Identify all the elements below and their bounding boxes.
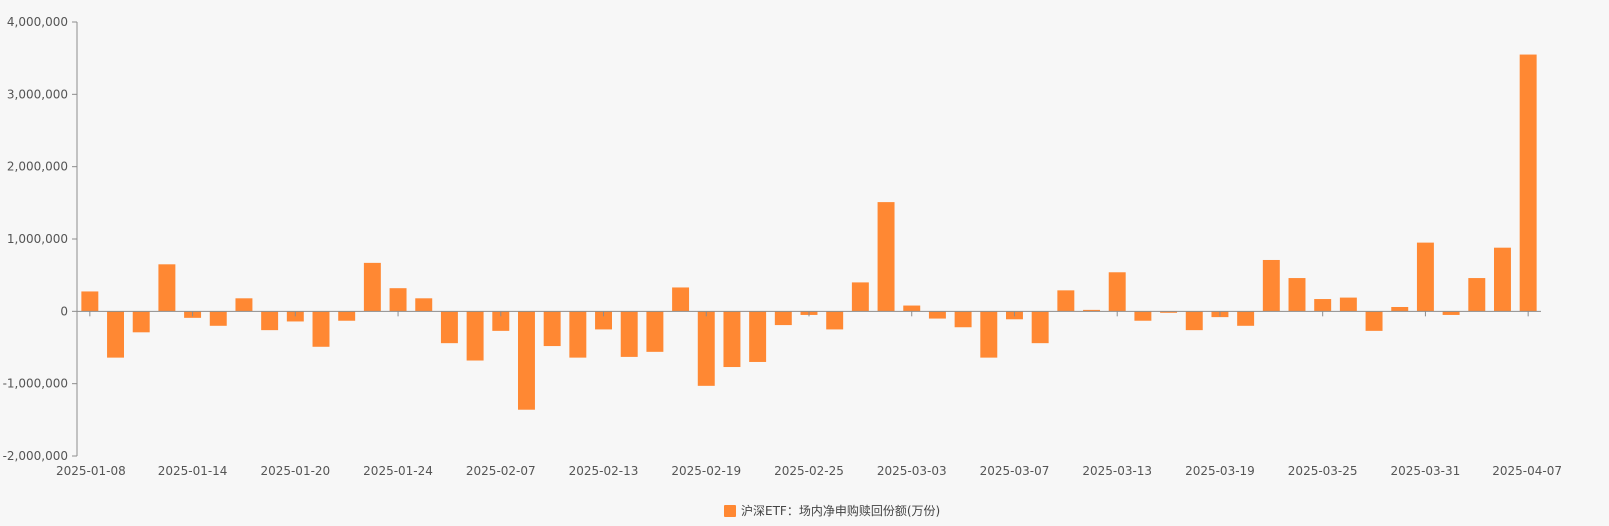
- bar[interactable]: [415, 298, 433, 312]
- x-tick-label: 2025-03-19: [1185, 464, 1255, 478]
- legend-swatch[interactable]: [724, 505, 736, 517]
- bar[interactable]: [903, 305, 921, 312]
- bar[interactable]: [466, 311, 484, 361]
- bar[interactable]: [1083, 309, 1101, 312]
- x-tick-label: 2025-01-20: [260, 464, 330, 478]
- y-tick-label: 1,000,000: [7, 232, 68, 246]
- bar[interactable]: [723, 311, 741, 368]
- bar[interactable]: [1185, 311, 1203, 331]
- bar[interactable]: [697, 311, 715, 386]
- y-tick-label: 0: [60, 304, 68, 318]
- legend-label[interactable]: 沪深ETF：场内净申购赎回份额(万份): [741, 503, 940, 518]
- bar[interactable]: [954, 311, 972, 328]
- bar[interactable]: [749, 311, 767, 362]
- bar[interactable]: [363, 262, 381, 312]
- bar[interactable]: [980, 311, 998, 358]
- bar[interactable]: [81, 291, 99, 312]
- bar[interactable]: [646, 311, 664, 352]
- x-tick-label: 2025-03-13: [1082, 464, 1152, 478]
- bar[interactable]: [1519, 54, 1537, 312]
- bar[interactable]: [1442, 311, 1460, 315]
- bar[interactable]: [440, 311, 458, 344]
- x-tick-label: 2025-01-08: [56, 464, 126, 478]
- bar[interactable]: [1391, 306, 1409, 312]
- bar[interactable]: [1134, 311, 1152, 321]
- x-tick-label: 2025-04-07: [1492, 464, 1562, 478]
- bar[interactable]: [1108, 272, 1126, 312]
- y-tick-label: -2,000,000: [3, 449, 68, 463]
- bar[interactable]: [286, 311, 304, 322]
- bar[interactable]: [107, 311, 125, 358]
- y-axis: -2,000,000 -1,000,000 0 1,000,000 2,000,000 3…: [3, 15, 78, 463]
- bar[interactable]: [312, 311, 330, 347]
- x-tick-label: 2025-02-07: [466, 464, 536, 478]
- bar[interactable]: [1057, 290, 1075, 312]
- bar[interactable]: [1237, 311, 1255, 326]
- bar[interactable]: [826, 311, 844, 330]
- bars-group: [81, 54, 1537, 410]
- x-tick-label: 2025-03-07: [980, 464, 1050, 478]
- bar[interactable]: [338, 311, 356, 321]
- bar[interactable]: [209, 311, 227, 326]
- y-tick-label: 4,000,000: [7, 15, 68, 29]
- x-tick-label: 2025-02-13: [569, 464, 639, 478]
- x-tick-label: 2025-03-31: [1391, 464, 1461, 478]
- bar[interactable]: [851, 282, 869, 312]
- bar[interactable]: [1468, 278, 1486, 312]
- bar[interactable]: [569, 311, 587, 358]
- bar[interactable]: [235, 298, 253, 312]
- legend[interactable]: 沪深ETF：场内净申购赎回份额(万份): [724, 503, 940, 518]
- bar[interactable]: [1339, 297, 1357, 312]
- bar[interactable]: [132, 311, 150, 333]
- x-tick-label: 2025-03-03: [877, 464, 947, 478]
- y-tick-label: 3,000,000: [7, 87, 68, 101]
- x-tick-label: 2025-03-25: [1288, 464, 1358, 478]
- x-axis: 2025-01-08 2025-01-14 2025-01-20 2025-01-24…: [56, 310, 1562, 478]
- bar[interactable]: [595, 311, 613, 330]
- bar[interactable]: [672, 287, 690, 312]
- bar[interactable]: [543, 311, 561, 347]
- bar[interactable]: [1288, 278, 1306, 312]
- bar[interactable]: [389, 288, 407, 312]
- bar[interactable]: [1160, 311, 1178, 313]
- bar[interactable]: [928, 311, 946, 319]
- bar[interactable]: [1031, 311, 1049, 344]
- bar[interactable]: [261, 311, 279, 331]
- bar[interactable]: [158, 264, 176, 312]
- bar[interactable]: [492, 311, 510, 331]
- bar[interactable]: [774, 311, 792, 326]
- x-tick-label: 2025-02-25: [774, 464, 844, 478]
- bar[interactable]: [1262, 259, 1280, 312]
- bar[interactable]: [877, 202, 895, 312]
- bar[interactable]: [1365, 311, 1383, 331]
- x-tick-label: 2025-01-24: [363, 464, 433, 478]
- bar[interactable]: [1493, 247, 1511, 312]
- bar[interactable]: [517, 311, 535, 410]
- y-tick-label: -1,000,000: [3, 377, 68, 391]
- bar[interactable]: [1314, 299, 1332, 312]
- bar[interactable]: [1416, 242, 1434, 312]
- y-tick-label: 2,000,000: [7, 160, 68, 174]
- x-tick-label: 2025-01-14: [158, 464, 228, 478]
- bar[interactable]: [620, 311, 638, 357]
- x-tick-label: 2025-02-19: [671, 464, 741, 478]
